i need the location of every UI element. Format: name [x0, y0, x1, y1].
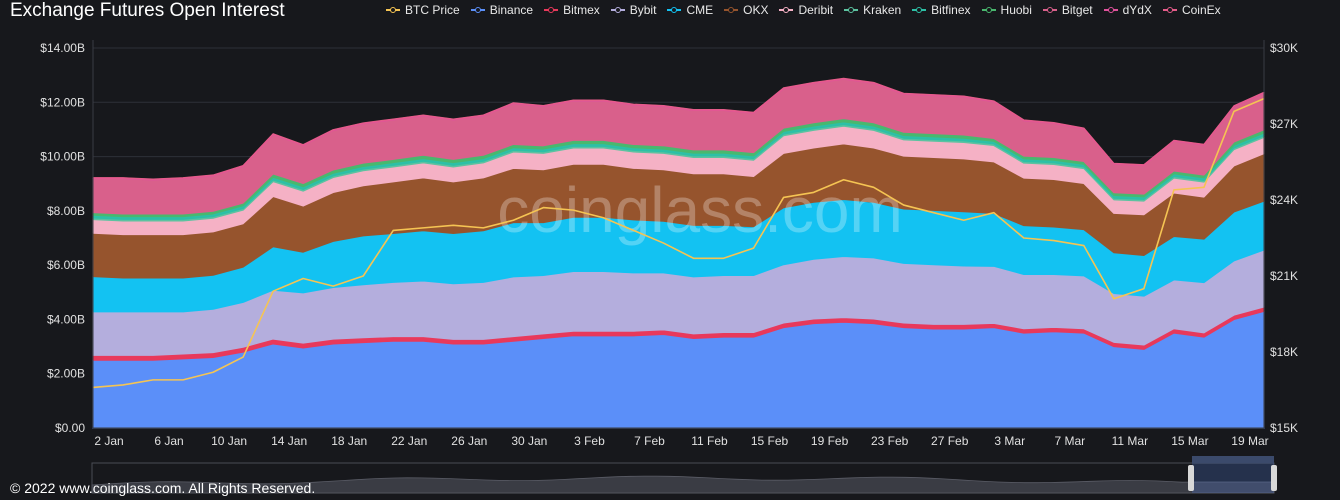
x-tick-label: 23 Feb: [871, 434, 909, 448]
x-tick-label: 18 Jan: [331, 434, 367, 448]
copyright-footer: © 2022 www.coinglass.com. All Rights Res…: [10, 480, 316, 496]
x-tick-label: 2 Jan: [94, 434, 123, 448]
navigator-selection[interactable]: [1192, 463, 1274, 493]
legend-symbol: [544, 5, 559, 15]
navigator-overview: [91, 475, 1275, 494]
x-tick-label: 15 Feb: [751, 434, 789, 448]
x-tick-label: 11 Mar: [1112, 434, 1148, 448]
legend-symbol: [1162, 5, 1177, 15]
y-right-tick-label: $27K: [1270, 117, 1298, 131]
y-right-tick-label: $24K: [1270, 193, 1298, 207]
navigator-handle-right[interactable]: [1271, 465, 1277, 491]
navigator-drag-bar[interactable]: [1192, 456, 1274, 463]
stacked-areas: [92, 77, 1265, 429]
legend-symbol: [1042, 5, 1057, 15]
x-tick-label: 26 Jan: [451, 434, 487, 448]
x-tick-label: 19 Feb: [811, 434, 849, 448]
x-tick-label: 11 Feb: [691, 434, 728, 448]
chart-title: Exchange Futures Open Interest: [10, 0, 285, 21]
y-left-tick-label: $12.00B: [40, 95, 85, 109]
x-tick-label: 30 Jan: [511, 434, 547, 448]
legend-item-btc-price[interactable]: BTC Price: [386, 3, 460, 17]
legend-item-okx[interactable]: OKX: [724, 3, 768, 17]
legend-item-kraken[interactable]: Kraken: [844, 3, 901, 17]
y-left-tick-label: $4.00B: [47, 312, 85, 326]
y-right-tick-label: $18K: [1270, 345, 1298, 359]
legend-symbol: [470, 5, 485, 15]
x-tick-label: 7 Mar: [1054, 434, 1085, 448]
legend-item-dydx[interactable]: dYdX: [1103, 3, 1152, 17]
watermark: coinglass.com: [497, 174, 903, 246]
legend-label: Binance: [489, 3, 534, 17]
legend-item-huobi[interactable]: Huobi: [981, 3, 1032, 17]
legend-item-deribit[interactable]: Deribit: [779, 3, 833, 17]
legend-label: dYdX: [1122, 3, 1152, 17]
y-left-tick-label: $14.00B: [40, 41, 85, 55]
chart-legend: BTC Price Binance Bitmex Bybit CME OKX Deribit…: [386, 3, 1221, 17]
legend-item-bitget[interactable]: Bitget: [1042, 3, 1093, 17]
y-left-tick-label: $6.00B: [47, 258, 85, 272]
legend-label: Bitfinex: [931, 3, 971, 17]
legend-item-bybit[interactable]: Bybit: [610, 3, 657, 17]
btc-price-line: [92, 97, 1265, 389]
x-tick-label: 27 Feb: [931, 434, 969, 448]
x-tick-label: 14 Jan: [271, 434, 307, 448]
legend-symbol: [724, 5, 739, 15]
x-tick-label: 3 Mar: [994, 434, 1025, 448]
legend-label: CoinEx: [1181, 3, 1221, 17]
y-right-tick-label: $30K: [1270, 41, 1298, 55]
legend-label: Kraken: [863, 3, 902, 17]
x-tick-label: 15 Mar: [1171, 434, 1208, 448]
legend-label: OKX: [743, 3, 769, 17]
y-left-tick-label: $8.00B: [47, 204, 85, 218]
legend-item-binance[interactable]: Binance: [470, 3, 534, 17]
legend-label: Bitmex: [563, 3, 600, 17]
legend-item-bitfinex[interactable]: Bitfinex: [912, 3, 971, 17]
legend-label: BTC Price: [405, 3, 460, 17]
legend-label: CME: [686, 3, 714, 17]
x-tick-label: 7 Feb: [634, 434, 665, 448]
legend-item-coinex[interactable]: CoinEx: [1162, 3, 1221, 17]
range-navigator[interactable]: [91, 456, 1277, 494]
legend-label: Bitget: [1061, 3, 1093, 17]
legend-label: Huobi: [1000, 3, 1032, 17]
x-tick-label: 10 Jan: [211, 434, 247, 448]
y-left-tick-label: $2.00B: [47, 367, 85, 381]
legend-symbol: [844, 5, 859, 15]
legend-item-bitmex[interactable]: Bitmex: [544, 3, 600, 17]
x-tick-label: 3 Feb: [574, 434, 605, 448]
y-right-tick-label: $21K: [1270, 269, 1298, 283]
y-left-tick-label: $0.00: [55, 421, 85, 435]
legend-item-cme[interactable]: CME: [667, 3, 713, 17]
legend-symbol: [912, 5, 927, 15]
y-left-tick-label: $10.00B: [40, 150, 85, 164]
legend-symbol: [610, 5, 625, 15]
legend-symbol: [1103, 5, 1118, 15]
legend-symbol: [667, 5, 682, 15]
y-right-tick-label: $15K: [1270, 421, 1298, 435]
legend-symbol: [981, 5, 996, 15]
x-tick-label: 19 Mar: [1231, 434, 1268, 448]
navigator-handle-left[interactable]: [1188, 465, 1194, 491]
legend-label: Bybit: [629, 3, 657, 17]
legend-symbol: [779, 5, 794, 15]
legend-label: Deribit: [798, 3, 834, 17]
legend-symbol: [386, 5, 400, 15]
x-tick-label: 22 Jan: [391, 434, 427, 448]
x-tick-label: 6 Jan: [154, 434, 183, 448]
